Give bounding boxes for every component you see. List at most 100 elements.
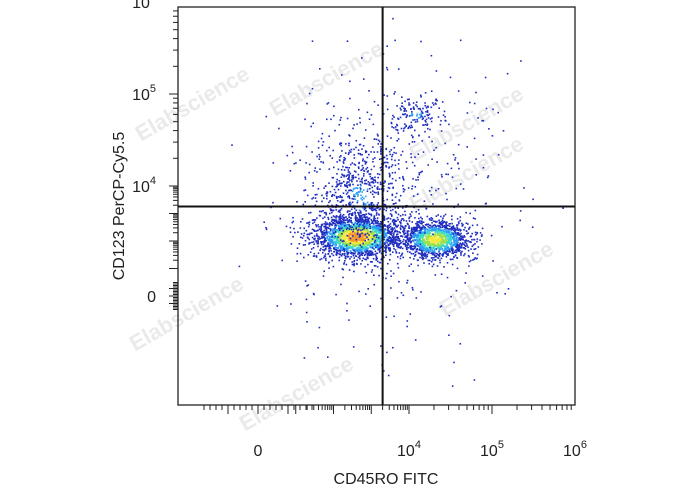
event-dot: [394, 220, 396, 223]
event-dot: [408, 115, 411, 117]
event-dot: [307, 225, 310, 228]
event-dot: [417, 226, 419, 229]
event-dot: [473, 238, 475, 241]
event-dot: [438, 107, 440, 109]
event-dot: [362, 145, 365, 147]
event-dot: [413, 236, 416, 239]
event-dot: [330, 209, 332, 212]
event-dot: [424, 130, 426, 133]
event-dot: [336, 183, 338, 185]
event-dot: [340, 155, 342, 157]
event-dot: [419, 253, 422, 255]
event-dot: [453, 241, 455, 243]
event-dot: [336, 238, 339, 241]
event-dot: [378, 224, 380, 227]
event-dot: [467, 232, 470, 234]
event-dot: [431, 248, 433, 251]
event-dot: [380, 230, 382, 232]
event-dot: [423, 262, 425, 264]
event-dot: [471, 224, 474, 227]
event-dot: [461, 235, 463, 237]
event-dot: [418, 213, 420, 215]
event-dot: [355, 224, 358, 227]
event-dot: [452, 154, 455, 156]
event-dot: [378, 232, 380, 234]
event-dot: [379, 158, 381, 161]
event-dot: [368, 254, 370, 256]
event-dot: [297, 231, 299, 233]
event-dot: [320, 241, 322, 243]
event-dot: [413, 258, 415, 260]
event-dot: [392, 233, 395, 236]
event-dot: [390, 209, 392, 212]
event-dot: [331, 204, 333, 207]
event-dot: [368, 184, 370, 186]
event-dot: [327, 102, 330, 104]
event-dot: [376, 266, 379, 268]
event-dot: [353, 163, 356, 165]
event-dot: [435, 252, 437, 255]
event-dot: [348, 247, 350, 249]
event-dot: [343, 169, 346, 171]
event-dot: [438, 226, 440, 229]
event-dot: [401, 254, 403, 256]
event-dot: [341, 236, 344, 239]
event-dot: [306, 285, 308, 287]
event-dot: [375, 230, 377, 233]
event-dot: [437, 214, 439, 216]
event-dot: [370, 244, 372, 246]
event-dot: [457, 246, 460, 249]
event-dot: [345, 175, 348, 177]
event-dot: [322, 210, 324, 212]
event-dot: [371, 269, 374, 271]
event-dot: [379, 226, 382, 229]
event-dot: [380, 246, 382, 248]
event-dot: [342, 276, 344, 279]
event-dot: [365, 227, 368, 230]
event-dot: [432, 253, 434, 255]
event-dot: [443, 110, 446, 113]
event-dot: [396, 297, 399, 299]
event-dot: [425, 121, 427, 123]
event-dot: [445, 239, 448, 241]
event-dot: [359, 246, 361, 248]
event-dot: [369, 227, 371, 230]
event-dot: [378, 208, 381, 211]
event-dot: [323, 229, 326, 232]
event-dot: [325, 239, 327, 242]
event-dot: [395, 225, 397, 227]
event-dot: [351, 175, 354, 177]
watermark-text: Elabscience: [125, 271, 248, 356]
event-dot: [361, 177, 364, 180]
event-dot: [296, 201, 298, 203]
event-dot: [407, 127, 409, 130]
event-dot: [420, 220, 423, 222]
event-dot: [363, 197, 365, 200]
event-dot: [428, 136, 430, 138]
event-dot: [428, 231, 431, 233]
event-dot: [369, 223, 371, 225]
event-dot: [414, 156, 416, 158]
event-dot: [389, 174, 391, 176]
event-dot: [349, 80, 351, 83]
event-dot: [357, 253, 359, 255]
event-dot: [426, 111, 429, 113]
event-dot: [390, 234, 393, 236]
event-dot: [370, 151, 372, 153]
event-dot: [371, 177, 373, 179]
event-dot: [360, 246, 363, 248]
event-dot: [353, 238, 356, 240]
event-dot: [358, 242, 360, 244]
event-dot: [305, 311, 308, 314]
event-dot: [433, 247, 436, 250]
event-dot: [400, 105, 403, 107]
event-dot: [428, 235, 431, 238]
event-dot: [392, 127, 395, 129]
event-dot: [370, 204, 373, 206]
event-dot: [428, 244, 431, 247]
event-dot: [380, 221, 382, 223]
event-dot: [372, 158, 374, 160]
event-dot: [343, 248, 345, 250]
event-dot: [306, 236, 309, 239]
event-dot: [389, 218, 392, 220]
